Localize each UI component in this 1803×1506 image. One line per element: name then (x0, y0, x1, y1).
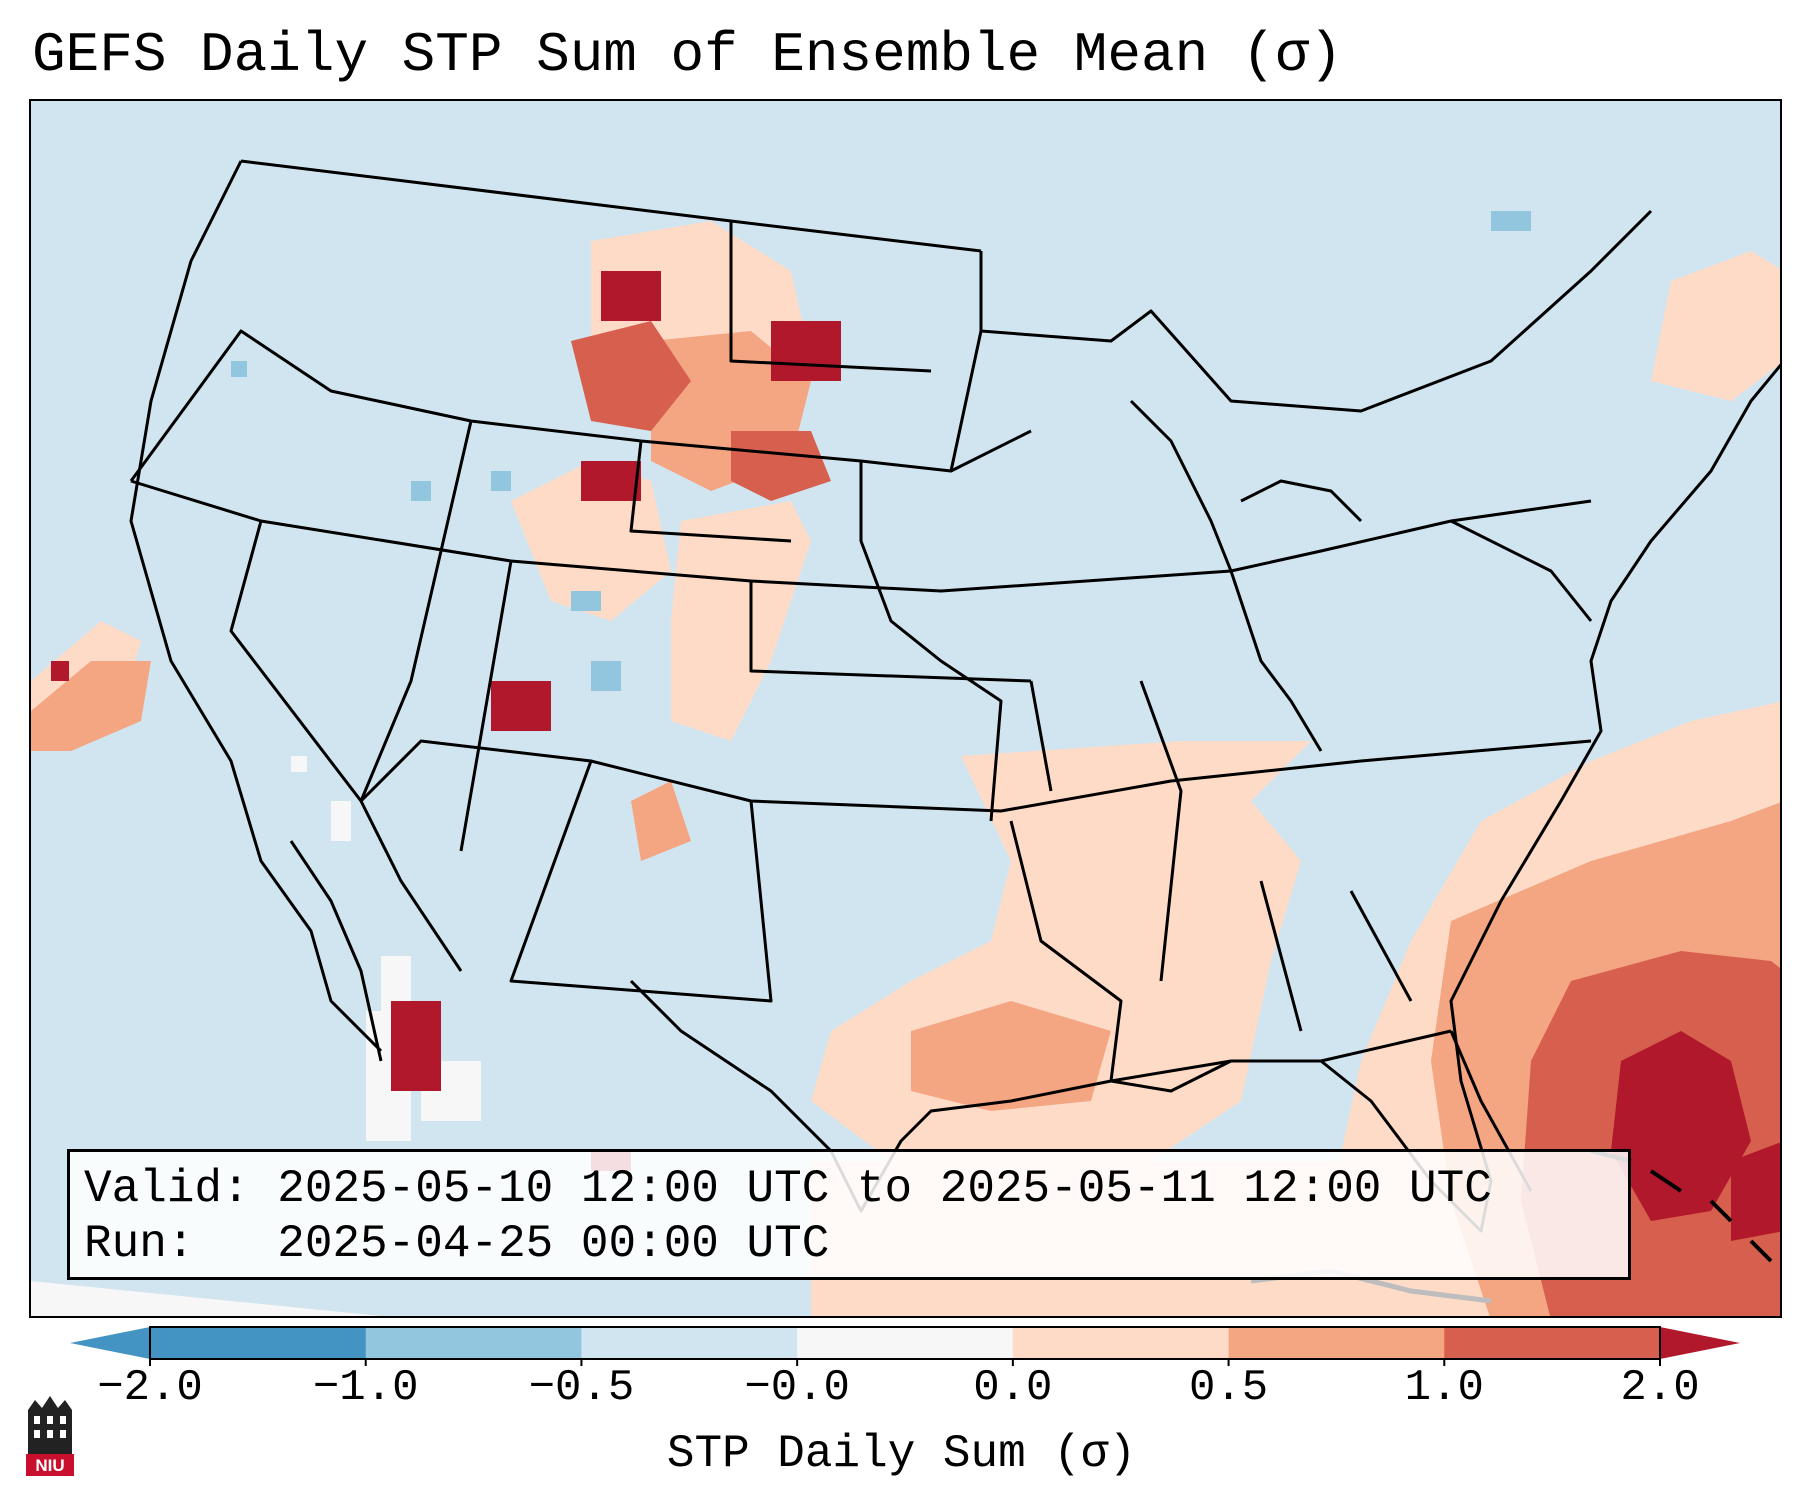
colorbar-segment (797, 1327, 1014, 1359)
map-panel (29, 99, 1782, 1318)
colorbar-tick-label: −2.0 (97, 1363, 203, 1413)
niu-logo: NIU (26, 1396, 74, 1476)
chart-title: GEFS Daily STP Sum of Ensemble Mean (σ) (32, 23, 1343, 87)
colorbar-low-extension (70, 1327, 150, 1359)
colorbar-segments (150, 1327, 1661, 1359)
negative-anomaly-pixels (231, 211, 1531, 691)
colorbar-tick-marks (149, 1359, 1661, 1366)
colorbar-segment (1228, 1327, 1445, 1359)
colorbar (70, 1326, 1740, 1366)
colorbar-tick-label: −0.0 (744, 1363, 850, 1413)
valid-time-line: Valid: 2025-05-10 12:00 UTC to 2025-05-1… (84, 1163, 1492, 1215)
valid-run-info-box: Valid: 2025-05-10 12:00 UTC to 2025-05-1… (67, 1149, 1631, 1280)
colorbar-segment (1012, 1327, 1230, 1359)
colorbar-segment (365, 1327, 582, 1359)
colorbar-tick-label: 0.5 (1188, 1363, 1269, 1413)
colorbar-segment (581, 1327, 798, 1359)
colorbar-segment (1444, 1327, 1661, 1359)
colorbar-tick-label: −0.5 (528, 1363, 635, 1413)
colorbar-tick-label: 1.0 (1404, 1363, 1484, 1413)
coastlines (129, 160, 1780, 1233)
colorbar-tick-label: −1.0 (312, 1363, 419, 1413)
colorbar-label: STP Daily Sum (σ) (666, 1428, 1137, 1480)
colorbar-high-extension (1660, 1327, 1740, 1359)
colorbar-tick-label: 0.0 (973, 1363, 1053, 1413)
colorbar-segment (150, 1327, 367, 1359)
svg-text:NIU: NIU (35, 1456, 64, 1475)
map-canvas (31, 101, 1780, 1316)
colorbar-tick-label: 2.0 (1620, 1363, 1700, 1413)
run-time-line: Run: 2025-04-25 00:00 UTC (84, 1218, 830, 1270)
